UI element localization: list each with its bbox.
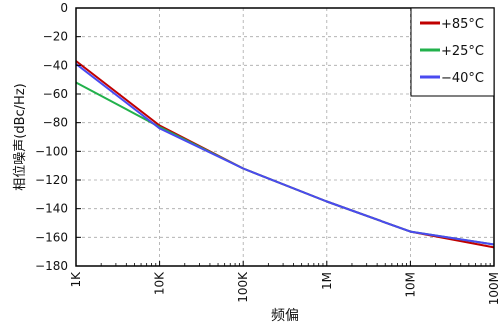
y-tick-label: 0 — [60, 1, 68, 15]
x-axis-label: 频偏 — [271, 308, 299, 324]
y-tick-label: −80 — [43, 116, 68, 130]
legend: +85°C +25°C −40°C — [410, 7, 495, 97]
y-tick-label: −140 — [35, 202, 68, 216]
y-tick-label: −100 — [35, 144, 68, 158]
series-line-3 — [75, 63, 495, 246]
series-lines — [75, 60, 495, 249]
x-tick-label: 1M — [320, 272, 334, 290]
y-tick-label: −40 — [43, 58, 68, 72]
y-tick-label: −120 — [35, 173, 68, 187]
legend-items: +85°C +25°C −40°C — [420, 17, 484, 86]
legend-label-2: +25°C — [441, 44, 484, 59]
y-tick-label: −20 — [43, 30, 68, 44]
y-tick-label: −60 — [43, 87, 68, 101]
x-tick-label: 100M — [487, 272, 501, 305]
x-tick-label: 10M — [403, 272, 417, 298]
y-tick-label: −160 — [35, 230, 68, 244]
series-line-2 — [75, 81, 495, 246]
x-tick-label: 10K — [153, 271, 167, 295]
legend-label-1: +85°C — [441, 17, 484, 32]
x-tick-label: 1K — [69, 271, 83, 288]
legend-label-3: −40°C — [441, 71, 484, 86]
x-tick-label: 100K — [236, 271, 250, 303]
y-tick-label: −180 — [35, 259, 68, 273]
plot-frame — [75, 7, 495, 267]
y-axis-label: 相位噪声(dBc/Hz) — [13, 83, 28, 190]
